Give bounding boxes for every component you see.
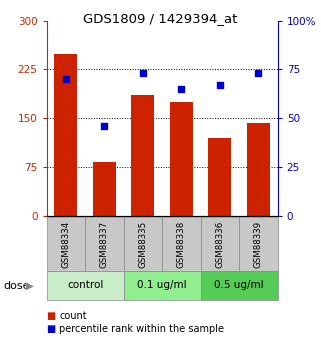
Bar bbox=[131, 96, 154, 216]
Text: GSM88339: GSM88339 bbox=[254, 220, 263, 268]
Text: GSM88338: GSM88338 bbox=[177, 220, 186, 268]
Point bbox=[140, 71, 145, 76]
Text: ■: ■ bbox=[47, 325, 56, 334]
Text: GSM88335: GSM88335 bbox=[138, 220, 147, 268]
FancyBboxPatch shape bbox=[124, 271, 201, 300]
Point bbox=[217, 82, 222, 88]
Bar bbox=[170, 102, 193, 216]
FancyBboxPatch shape bbox=[85, 217, 124, 271]
Text: count: count bbox=[59, 311, 87, 321]
Point bbox=[63, 77, 68, 82]
Point bbox=[256, 71, 261, 76]
FancyBboxPatch shape bbox=[124, 217, 162, 271]
FancyBboxPatch shape bbox=[162, 217, 201, 271]
FancyBboxPatch shape bbox=[47, 217, 85, 271]
Text: GSM88334: GSM88334 bbox=[61, 220, 70, 268]
Bar bbox=[208, 138, 231, 216]
Text: dose: dose bbox=[3, 281, 30, 290]
Text: control: control bbox=[67, 280, 103, 290]
FancyBboxPatch shape bbox=[201, 271, 278, 300]
Text: GSM88336: GSM88336 bbox=[215, 220, 224, 268]
Text: GSM88337: GSM88337 bbox=[100, 220, 109, 268]
FancyBboxPatch shape bbox=[201, 217, 239, 271]
Text: 0.1 ug/ml: 0.1 ug/ml bbox=[137, 280, 187, 290]
Text: ■: ■ bbox=[47, 311, 56, 321]
Bar bbox=[54, 55, 77, 216]
Text: percentile rank within the sample: percentile rank within the sample bbox=[59, 325, 224, 334]
Text: 0.5 ug/ml: 0.5 ug/ml bbox=[214, 280, 264, 290]
Point bbox=[179, 86, 184, 92]
Bar bbox=[93, 162, 116, 216]
Bar bbox=[247, 123, 270, 216]
FancyBboxPatch shape bbox=[47, 271, 124, 300]
Text: ▶: ▶ bbox=[26, 281, 34, 290]
Point bbox=[102, 123, 107, 129]
FancyBboxPatch shape bbox=[239, 217, 278, 271]
Text: GDS1809 / 1429394_at: GDS1809 / 1429394_at bbox=[83, 12, 238, 25]
